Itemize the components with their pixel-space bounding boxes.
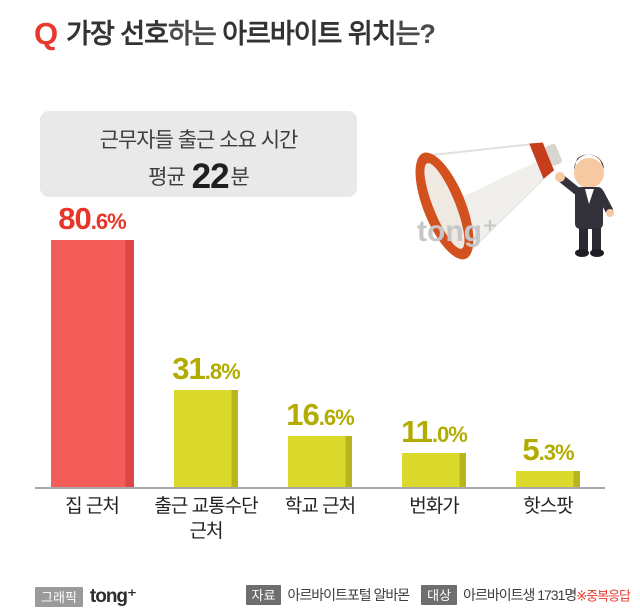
person-icon <box>555 154 614 257</box>
callout-line1: 근무자들 출근 소요 시간 <box>99 129 299 152</box>
tong-watermark: tong⁺ <box>417 215 498 248</box>
tong-logo: tong⁺ <box>89 586 137 607</box>
megaphone-illustration <box>393 90 629 266</box>
bar-column: 31.8% <box>149 351 263 487</box>
bar-downtown <box>402 453 466 487</box>
bar-value-label: 80.6% <box>58 201 126 236</box>
title-text: 가장 선호 <box>66 19 169 49</box>
duplicate-response-note: ※중복응답 <box>576 588 631 604</box>
footer-source: 자료 아르바이트포털 알바몬 대상 아르바이트생 1731명※중복응답 <box>245 585 631 605</box>
footer: 그래픽 tong⁺ 자료 아르바이트포털 알바몬 대상 아르바이트생 1731명※중복응… <box>0 585 640 609</box>
source-text: 아르바이트포털 알바몬 <box>287 587 410 603</box>
target-text: 아르바이트생 1731명 <box>463 587 577 603</box>
chart-baseline <box>35 487 605 489</box>
bar-transport <box>174 390 238 487</box>
bar-school <box>288 436 352 487</box>
category-label: 출근 교통수단 근처 <box>154 496 258 542</box>
bar-column: 80.6% <box>35 201 149 487</box>
bar-hotspot <box>516 471 580 487</box>
category-label: 집 근처 <box>65 496 120 517</box>
category-label: 핫스팟 <box>523 496 573 517</box>
callout-line2: 평균 22분 <box>148 157 250 196</box>
bar-value-label: 11.0% <box>401 414 468 449</box>
bar-home <box>50 240 134 487</box>
source-badge: 자료 <box>245 585 282 605</box>
bar-value-label: 31.8% <box>172 351 240 386</box>
target-badge: 대상 <box>421 585 458 605</box>
bar-column: 11.0% <box>377 414 491 487</box>
question-mark-icon: Q <box>34 16 58 51</box>
category-label: 번화가 <box>409 496 459 517</box>
bar-value-label: 16.6% <box>286 397 354 432</box>
footer-credit: 그래픽 tong⁺ <box>35 585 137 608</box>
bar-column: 16.6% <box>263 397 377 487</box>
bar-value-label: 5.3% <box>522 432 574 467</box>
commute-time-callout: 근무자들 출근 소요 시간 평균 22분 <box>40 111 357 197</box>
category-labels: 집 근처 출근 교통수단 근처 학교 근처 번화가 핫스팟 <box>35 495 605 544</box>
page-title: Q 가장 선호하는 아르바이트 위치는? <box>34 16 436 51</box>
megaphone-icon <box>415 142 614 260</box>
bar-chart: 80.6% 31.8% 16.6% 11.0% 5.3% <box>35 0 605 487</box>
bar-column: 5.3% <box>491 432 605 487</box>
category-label: 학교 근처 <box>284 496 356 517</box>
avg-minutes-value: 22 <box>191 157 230 196</box>
graphic-badge: 그래픽 <box>35 586 83 607</box>
